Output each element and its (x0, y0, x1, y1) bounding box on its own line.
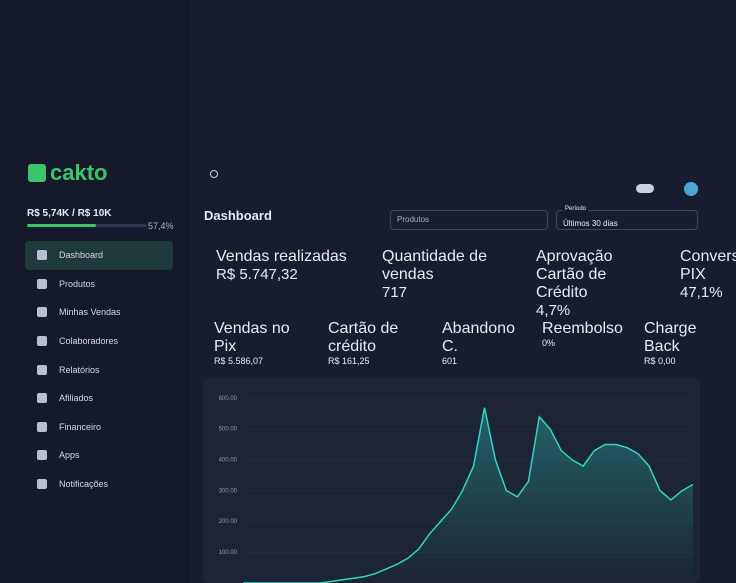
nav-label: Dashboard (59, 250, 104, 261)
stat-label: Aprovação Cartão de Crédito (536, 248, 613, 301)
chart: 100.00 200.00 300.00 400.00 500.00 600.00 (219, 396, 694, 583)
nav-item[interactable]: Dashboard (25, 241, 173, 270)
cards-top: Vendas realizadas R$ 5.747,32 Quantidade d… (204, 236, 736, 326)
y-tick-label: 100.00 (219, 550, 238, 556)
nav-icon (37, 364, 47, 375)
period-label: Período (563, 206, 589, 212)
stat-label: Vendas realizadas (216, 248, 347, 265)
stat-card: Aprovação Cartão de Crédito 4,7% (524, 236, 660, 326)
stat-value: R$ 5.586,07 (214, 356, 264, 366)
sidebar: cakto R$ 5,74K / R$ 10K 57,4% Dashboard P… (0, 0, 190, 583)
stat-card: Cartão de crédito R$ 161,25 (318, 310, 424, 382)
y-tick-label: 500.00 (219, 427, 238, 433)
stat-label: Cartão de crédito (328, 320, 399, 355)
progress-track (27, 224, 147, 227)
stat-value: R$ 161,25 (328, 356, 370, 366)
search-icon[interactable] (210, 170, 218, 178)
nav-label: Apps (59, 450, 80, 461)
page-title: Dashboard (204, 208, 272, 223)
progress-label: 57,4% (148, 221, 174, 231)
stat-value: R$ 0,00 (644, 356, 676, 366)
nav-label: Produtos (59, 278, 96, 289)
cards-bottom: Vendas no Pix R$ 5.586,07 Cartão de crédit… (204, 310, 736, 382)
product-filter[interactable]: Produtos (390, 210, 548, 230)
nav-label: Financeiro (59, 421, 102, 432)
nav-icon (37, 393, 47, 404)
nav-icon (37, 421, 47, 432)
nav-item[interactable]: Afiliados (25, 384, 173, 413)
period-value: Últimos 30 dias (563, 219, 618, 228)
nav-icon (37, 307, 47, 318)
stat-value: R$ 5.747,32 (216, 266, 298, 283)
nav-label: Relatórios (59, 364, 100, 375)
main: Dashboard Produtos Período Últimos 30 di… (190, 150, 736, 583)
stat-label: Charge Back (644, 320, 697, 355)
goal-text: R$ 5,74K / R$ 10K (27, 208, 112, 219)
y-tick-label: 300.00 (219, 488, 238, 494)
stat-value: 4,7% (536, 302, 571, 319)
chart-card: 100.00 200.00 300.00 400.00 500.00 600.00 (203, 378, 700, 583)
nav: Dashboard Produtos Minhas Vendas Colaborado… (25, 241, 173, 498)
stat-label: Quantidade de vendas (382, 248, 487, 283)
nav-label: Colaboradores (59, 336, 119, 347)
nav-label: Minhas Vendas (59, 307, 121, 318)
y-tick-label: 600.00 (219, 396, 238, 402)
stat-label: Vendas no Pix (214, 320, 290, 355)
stat-value: 47,1% (680, 284, 723, 301)
stat-card: Vendas no Pix R$ 5.586,07 (204, 310, 310, 382)
nav-item[interactable]: Colaboradores (25, 327, 173, 356)
stat-label: Reembolso (542, 320, 623, 337)
stat-card: Charge Back R$ 0,00 (634, 310, 728, 382)
stat-value: 601 (442, 356, 458, 366)
logo-text: cakto (50, 160, 108, 185)
stat-card: Vendas realizadas R$ 5.747,32 (204, 236, 362, 326)
stat-card: Quantidade de vendas 717 (370, 236, 516, 326)
nav-icon (37, 250, 47, 261)
avatar[interactable] (684, 182, 698, 196)
stat-card: Reembolso 0% (532, 310, 626, 382)
nav-icon (37, 450, 47, 461)
stat-value: 0% (542, 338, 556, 348)
period-filter[interactable]: Período Últimos 30 dias (556, 206, 698, 230)
stat-label: Conversão PIX (680, 248, 736, 283)
nav-icon (37, 278, 47, 289)
stat-value: 717 (382, 284, 408, 301)
nav-label: Notificações (59, 479, 109, 490)
y-tick-label: 400.00 (219, 458, 238, 464)
nav-item[interactable]: Notificações (25, 470, 173, 499)
nav-item[interactable]: Produtos (25, 270, 173, 299)
logo[interactable]: cakto (28, 160, 107, 186)
y-tick-label: 200.00 (219, 519, 238, 525)
logo-icon (28, 164, 46, 182)
nav-icon (37, 336, 47, 347)
stat-card: Abandono C. 601 (432, 310, 524, 382)
nav-item[interactable]: Financeiro (25, 413, 173, 442)
nav-item[interactable]: Apps (25, 441, 173, 470)
nav-icon (37, 479, 47, 490)
progress-fill (27, 224, 96, 227)
area (243, 407, 693, 583)
line (243, 407, 694, 583)
nav-item[interactable]: Relatórios (25, 355, 173, 384)
nav-item[interactable]: Minhas Vendas (25, 298, 173, 327)
toggle[interactable] (636, 184, 654, 193)
stat-label: Abandono C. (442, 320, 515, 355)
nav-label: Afiliados (59, 393, 94, 404)
